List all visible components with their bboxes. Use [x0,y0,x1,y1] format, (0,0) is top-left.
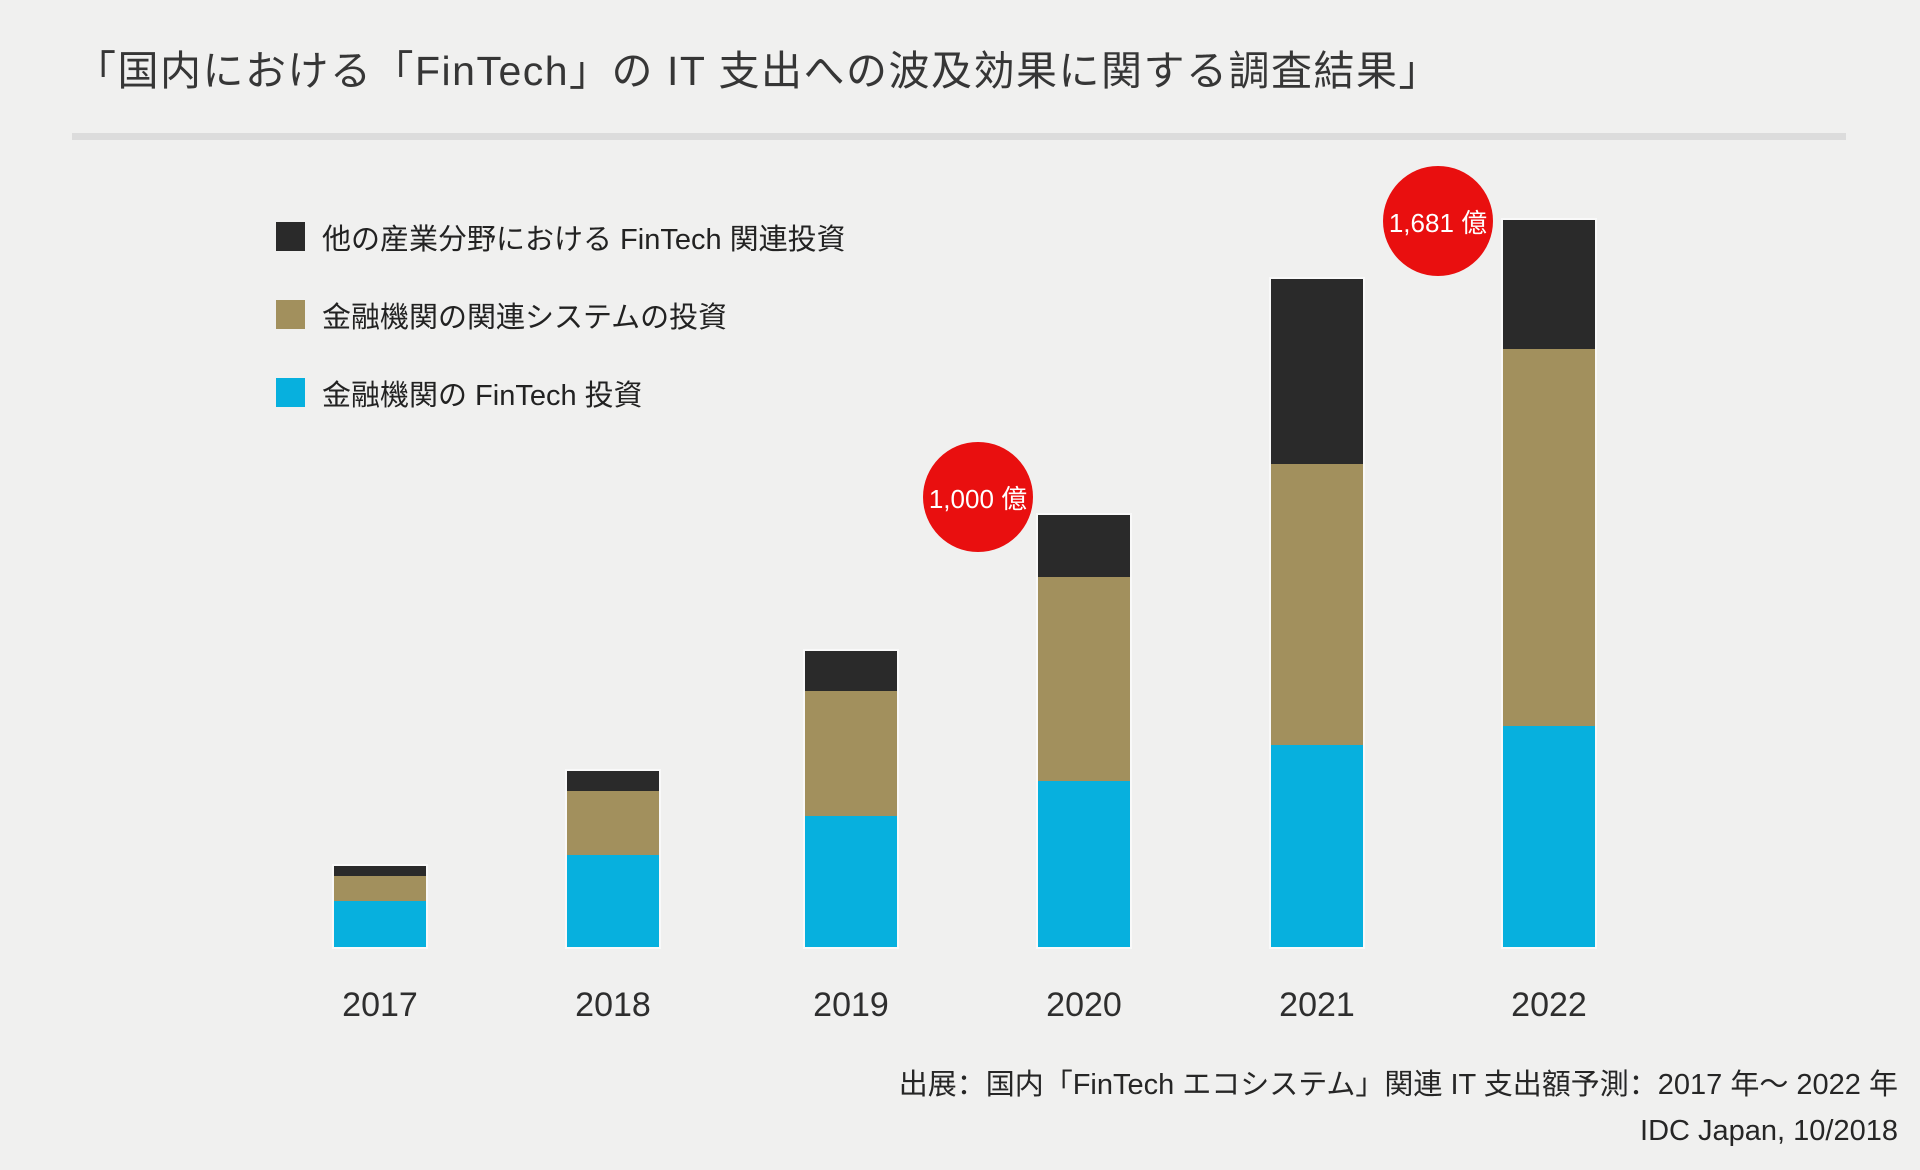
bar-2019 [803,649,899,949]
x-axis-label-2022: 2022 [1511,986,1587,1024]
source-note: 出展：国内「FinTech エコシステム」関連 IT 支出額予測：2017 年～… [899,1062,1898,1154]
bar-2018 [565,769,661,949]
legend-swatch-black [276,222,305,251]
bar-segment [1038,780,1130,947]
x-axis-label-2019: 2019 [813,986,889,1024]
bar-segment [1038,514,1130,577]
bar-2021 [1269,277,1365,949]
legend-swatch-blue [276,378,305,407]
bar-2022 [1501,218,1597,949]
x-axis-label-2018: 2018 [575,986,651,1024]
legend-label: 他の産業分野における FinTech 関連投資 [322,223,846,256]
bar-segment [567,790,659,856]
x-axis-label-2021: 2021 [1279,986,1355,1024]
annotation-label: 1,000 億 [928,483,1028,514]
legend-item-financial-related-systems: 金融機関の関連システムの投資 [276,300,846,334]
annotation-bubble-2020: 1,000 億 [923,442,1033,552]
bar-segment [1503,220,1595,349]
bar-segment [567,855,659,947]
bar-2017 [332,863,428,950]
bar-segment [1503,726,1595,947]
bar-segment [805,690,897,817]
bar-2020 [1036,512,1132,950]
page-title: 「国内における「FinTech」の IT 支出への波及効果に関する調査結果」 [75,48,1442,94]
bar-segment [805,816,897,947]
x-axis-label-2017: 2017 [342,986,418,1024]
x-axis-label-2020: 2020 [1046,986,1122,1024]
title-divider [72,133,1846,140]
bar-segment [1503,348,1595,726]
annotation-label: 1,681 億 [1388,207,1488,238]
bar-segment [334,875,426,901]
legend-label: 金融機関の関連システムの投資 [322,301,728,334]
bar-segment [1271,279,1363,465]
legend-swatch-gold [276,300,305,329]
legend-item-other-industry-fintech: 他の産業分野における FinTech 関連投資 [276,222,846,256]
bar-segment [1038,576,1130,781]
annotation-bubble-2022: 1,681 億 [1383,166,1493,276]
bar-segment [334,865,426,876]
bar-segment [805,651,897,691]
legend-item-financial-fintech: 金融機関の FinTech 投資 [276,378,846,412]
bar-segment [1271,464,1363,745]
legend-label: 金融機関の FinTech 投資 [322,379,643,412]
bar-segment [334,900,426,947]
source-line-1: 出展：国内「FinTech エコシステム」関連 IT 支出額予測：2017 年～… [898,1069,1898,1101]
source-line-2: IDC Japan, 10/2018 [1640,1115,1898,1147]
chart-legend: 他の産業分野における FinTech 関連投資 金融機関の関連システムの投資 金… [276,222,846,456]
bar-segment [567,771,659,791]
bar-segment [1271,745,1363,947]
